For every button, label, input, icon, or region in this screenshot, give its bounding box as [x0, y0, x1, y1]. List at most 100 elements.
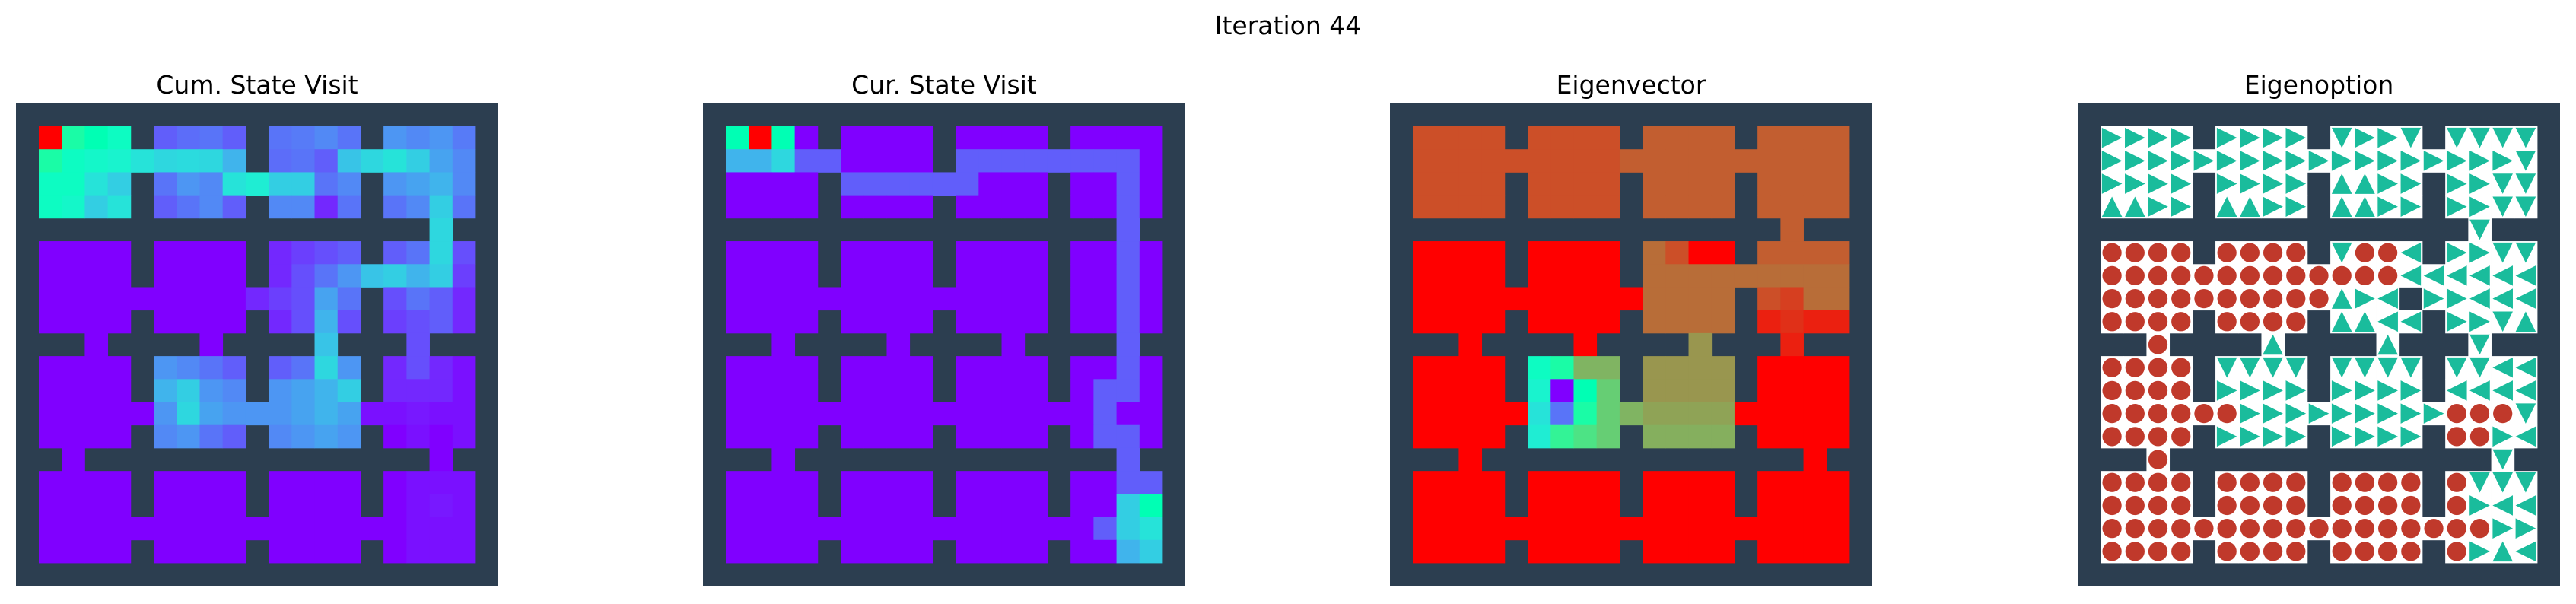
heatmap-cell: [909, 264, 933, 288]
arrow-marker: [2377, 173, 2398, 194]
heatmap-cell: [1573, 149, 1598, 173]
arrow-marker: [2148, 173, 2168, 194]
heatmap-cell: [62, 287, 85, 311]
heatmap-cell: [909, 241, 933, 265]
heatmap-cell: [1436, 471, 1459, 494]
heatmap-cell: [1436, 126, 1459, 150]
arrow-marker: [2125, 127, 2145, 148]
heatmap-cell: [909, 195, 933, 219]
heatmap-cell: [1711, 379, 1735, 402]
heatmap-cell: [383, 126, 407, 150]
heatmap-cell: [1458, 494, 1483, 517]
heatmap-cell: [337, 424, 361, 449]
heatmap-cell: [199, 332, 224, 357]
heatmap-cell: [841, 241, 864, 265]
heatmap-cell: [978, 126, 1002, 150]
stay-marker: [2125, 495, 2145, 516]
heatmap-cell: [1413, 126, 1436, 150]
heatmap-cell: [841, 126, 864, 150]
arrow-marker: [2492, 242, 2513, 263]
heatmap-cell: [1458, 172, 1483, 196]
heatmap-cell: [429, 494, 453, 517]
heatmap-cell: [314, 379, 339, 402]
stay-marker: [2171, 472, 2191, 492]
heatmap-cell: [1504, 149, 1528, 173]
heatmap-cell: [1070, 264, 1094, 288]
arrow-marker: [2216, 173, 2237, 194]
heatmap-cell: [84, 332, 109, 357]
heatmap-cell: [841, 402, 864, 426]
heatmap-cell: [1070, 310, 1094, 334]
heatmap-cell: [429, 310, 453, 334]
stay-marker: [2148, 404, 2168, 424]
heatmap-cell: [1504, 517, 1528, 541]
heatmap-cell: [429, 517, 453, 541]
heatmap-cell: [1413, 310, 1436, 334]
arrow-marker: [2469, 151, 2490, 171]
heatmap-cell: [1139, 494, 1163, 517]
heatmap-cell: [1573, 195, 1598, 219]
heatmap-cell: [1024, 241, 1048, 265]
heatmap-cell: [1528, 471, 1551, 494]
arrow-marker: [2446, 380, 2467, 401]
heatmap-cell: [291, 517, 315, 541]
heatmap-cell: [1528, 241, 1551, 265]
heatmap-cell: [269, 287, 292, 311]
heatmap-cell: [1780, 539, 1804, 564]
heatmap-cell: [1803, 539, 1827, 564]
stay-marker: [2401, 519, 2421, 539]
heatmap-cell: [1093, 379, 1117, 402]
stay-marker: [2332, 519, 2352, 539]
heatmap-cell: [749, 172, 772, 196]
heatmap-cell: [62, 424, 85, 449]
heatmap-cell: [1481, 517, 1506, 541]
stay-marker: [2148, 380, 2168, 401]
stay-marker: [2217, 542, 2237, 561]
heatmap-cell: [726, 494, 749, 517]
heatmap-cell: [932, 287, 956, 311]
heatmap-cell: [1436, 379, 1459, 402]
arrow-marker: [2492, 518, 2513, 539]
heatmap-cell: [1481, 149, 1506, 173]
heatmap-cell: [1550, 379, 1574, 402]
heatmap-cell: [130, 287, 154, 311]
arrow-marker: [2355, 196, 2375, 218]
stay-marker: [2378, 243, 2398, 262]
heatmap-cell: [1093, 539, 1117, 564]
stay-marker: [2217, 265, 2237, 285]
heatmap-cell: [1643, 241, 1666, 265]
stay-marker: [2263, 519, 2283, 539]
heatmap-cell: [1643, 287, 1666, 311]
arrow-marker: [2263, 151, 2283, 171]
heatmap-cell: [107, 195, 132, 219]
heatmap-cell: [1413, 517, 1436, 541]
stay-marker: [2171, 312, 2191, 332]
heatmap-cell: [39, 494, 62, 517]
arrow-marker: [2515, 495, 2536, 516]
stay-marker: [2125, 312, 2145, 332]
heatmap-cell: [1413, 356, 1436, 380]
heatmap-cell: [222, 310, 246, 334]
arrow-marker: [2377, 426, 2398, 447]
heatmap-cell: [771, 310, 796, 334]
stay-marker: [2102, 472, 2122, 492]
stay-marker: [2102, 243, 2122, 262]
heatmap-cell: [84, 539, 109, 564]
heatmap-cell: [1688, 126, 1713, 150]
heatmap-cell: [1458, 149, 1483, 173]
heatmap-cell: [1643, 379, 1666, 402]
heatmap-cell: [1047, 402, 1071, 426]
heatmap-cell: [1803, 310, 1827, 334]
heatmap-cell: [1458, 241, 1483, 265]
heatmap-cell: [1688, 494, 1713, 517]
heatmap-cell: [726, 287, 749, 311]
heatmap-cell: [1826, 149, 1850, 173]
heatmap-cell: [956, 264, 979, 288]
heatmap-cell: [84, 241, 109, 265]
arrow-marker: [2400, 357, 2422, 378]
heatmap-cell: [1643, 494, 1666, 517]
stay-marker: [2263, 542, 2283, 561]
heatmap-cell: [1001, 195, 1026, 219]
stay-marker: [2355, 265, 2375, 285]
heatmap-cell: [337, 494, 361, 517]
